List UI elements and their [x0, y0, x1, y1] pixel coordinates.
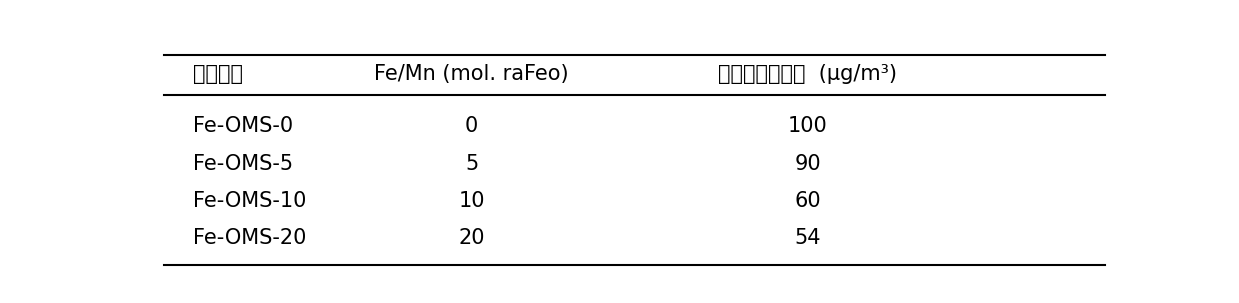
Text: 20: 20 [458, 228, 484, 248]
Text: Fe/Mn (mol. raFeo): Fe/Mn (mol. raFeo) [374, 64, 569, 84]
Text: Fe-OMS-5: Fe-OMS-5 [193, 154, 294, 174]
Text: 90: 90 [794, 154, 821, 174]
Text: 60: 60 [794, 191, 821, 211]
Text: Fe-OMS-20: Fe-OMS-20 [193, 228, 307, 248]
Text: Fe-OMS-0: Fe-OMS-0 [193, 116, 294, 136]
Text: 10: 10 [458, 191, 484, 211]
Text: Fe-OMS-10: Fe-OMS-10 [193, 191, 307, 211]
Text: 54: 54 [794, 228, 821, 248]
Text: 催化材料: 催化材料 [193, 64, 243, 84]
Text: 出口的臭氧浓度  (μg/m³): 出口的臭氧浓度 (μg/m³) [719, 64, 897, 84]
Text: 0: 0 [465, 116, 478, 136]
Text: 100: 100 [788, 116, 828, 136]
Text: 5: 5 [465, 154, 478, 174]
